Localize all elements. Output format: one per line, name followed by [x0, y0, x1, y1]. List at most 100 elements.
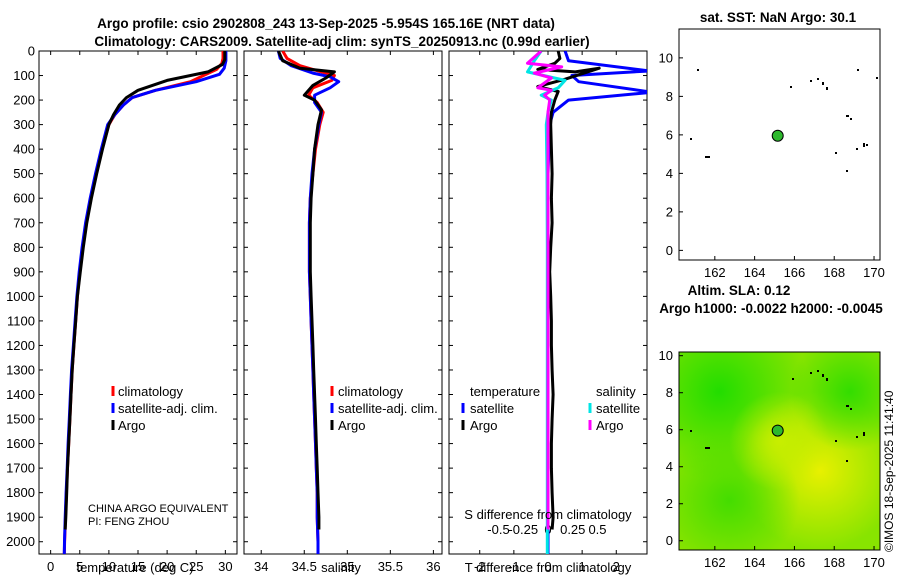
sst-map-ticks: 162 164 166 168 170 0 2 4 6 8 10: [659, 50, 885, 280]
map-y-tick-label: 0: [666, 243, 673, 258]
map-x-tick-label: 168: [823, 555, 845, 570]
map-x-tick-label: 166: [784, 555, 806, 570]
y-tick-label: 1500: [6, 412, 35, 427]
x-tick-label: -1: [508, 559, 520, 574]
x-tick-label: 15: [131, 559, 145, 574]
difference-panel: -2 -1 0 1 2 -0.5-0.25 0 0.25 0.5 S difference f…: [448, 50, 648, 575]
map-y-tick-label: 6: [666, 422, 673, 437]
sst-map-speckles: [690, 69, 878, 172]
sla-map-title-line2: Argo h1000: -0.0022 h2000: -0.0045: [659, 301, 883, 316]
x-top-tick-label: -0.5: [487, 522, 509, 537]
x-tick-label: 20: [160, 559, 174, 574]
difference-depth-ticks: [449, 50, 647, 543]
figure-title-line1: Argo profile: csio 2902808_243 13-Sep-20…: [97, 16, 555, 31]
map-x-tick-label: 166: [784, 265, 806, 280]
y-tick-label: 2000: [6, 534, 35, 549]
y-tick-label: 300: [13, 117, 35, 132]
map-x-tick-label: 162: [704, 555, 726, 570]
temperature-axis-label: temperature (deg C): [76, 560, 193, 575]
legend-satellite-adj: satellite-adj. clim.: [118, 401, 218, 416]
y-tick-label: 800: [13, 240, 35, 255]
legend-t-argo: Argo: [470, 418, 497, 433]
sla-map-axes: [678, 351, 881, 551]
y-tick-label: 500: [13, 166, 35, 181]
sla-heatmap: [679, 352, 880, 550]
y-tick-label: 900: [13, 264, 35, 279]
y-tick-label: 1200: [6, 338, 35, 353]
timestamp: ©IMOS 18-Sep-2025 11:41:40: [882, 390, 896, 552]
map-y-tick-label: 4: [666, 459, 673, 474]
y-tick-label: 400: [13, 142, 35, 157]
y-tick-label: 100: [13, 68, 35, 83]
salinity-profiles: [276, 51, 341, 554]
map-y-tick-label: 0: [666, 533, 673, 548]
legend-climatology-2: climatology: [338, 384, 404, 399]
x-top-tick-label: -0.25: [508, 522, 538, 537]
map-y-tick-label: 8: [666, 89, 673, 104]
figure-title-line2: Climatology: CARS2009. Satellite-adj cli…: [94, 34, 589, 49]
legend-temperature-title: temperature: [470, 384, 540, 399]
map-y-tick-label: 2: [666, 496, 673, 511]
sst-map-title: sat. SST: NaN Argo: 30.1: [700, 10, 857, 25]
salinity-axes: [243, 50, 443, 555]
x-tick-label: 34: [254, 559, 268, 574]
y-tick-label: 700: [13, 215, 35, 230]
sst-map-float-marker: [771, 129, 784, 142]
x-top-tick-label: 0.5: [588, 522, 606, 537]
x-tick-label: 1: [579, 559, 586, 574]
s-difference-label: S difference from climatology: [464, 507, 632, 522]
salinity-depth-ticks: [244, 50, 442, 543]
map-y-tick-label: 10: [659, 50, 673, 65]
x-tick-label: 10: [102, 559, 116, 574]
salinity-panel: 34 34.5 35 35.5 36 salinity climatology sate…: [243, 50, 443, 575]
sla-map-float-marker: [771, 424, 784, 437]
legend-s-argo: Argo: [596, 418, 623, 433]
salinity-axis-ticks: 34 34.5 35 35.5 36: [254, 51, 441, 574]
legend-satellite-adj-2: satellite-adj. clim.: [338, 401, 438, 416]
sla-map-title-line1: Altim. SLA: 0.12: [688, 283, 791, 298]
x-tick-label: 34.5: [292, 559, 317, 574]
sla-map-speckles: [690, 370, 865, 462]
sst-map-axes: [678, 28, 881, 261]
map-x-tick-label: 164: [744, 555, 766, 570]
temperature-profiles: [62, 51, 228, 554]
y-tick-label: 1900: [6, 510, 35, 525]
difference-profiles: [526, 51, 647, 554]
temperature-axis-ticks: 0 5 10 15 20 25 30: [47, 51, 233, 574]
y-tick-label: 1700: [6, 461, 35, 476]
map-y-tick-label: 2: [666, 204, 673, 219]
sla-map-ticks: 162 164 166 168 170 0 2 4 6 8 10: [659, 348, 885, 570]
y-tick-label: 1000: [6, 289, 35, 304]
map-x-tick-label: 162: [704, 265, 726, 280]
x-tick-label: 30: [218, 559, 232, 574]
x-tick-label: 25: [189, 559, 203, 574]
y-tick-label: 200: [13, 93, 35, 108]
x-tick-label: 2: [613, 559, 620, 574]
map-x-tick-label: 168: [823, 265, 845, 280]
map-x-tick-label: 170: [863, 265, 885, 280]
y-tick-label: 1600: [6, 436, 35, 451]
map-y-tick-label: 6: [666, 127, 673, 142]
y-tick-label: 1300: [6, 362, 35, 377]
map-y-tick-label: 10: [659, 348, 673, 363]
y-tick-label: 0: [28, 44, 35, 59]
depth-axis-ticks: 0 100 200 300 400 500 600 700 800 900 1000 1100 1200…: [6, 44, 237, 549]
series-line: [536, 51, 601, 530]
legend-argo: Argo: [118, 418, 145, 433]
salinity-axis-label: salinity: [321, 560, 361, 575]
legend-t-satellite: satellite: [470, 401, 514, 416]
x-tick-label: 36: [426, 559, 440, 574]
x-tick-label: 5: [76, 559, 83, 574]
sst-map-panel: sat. SST: NaN Argo: 30.1 162 164 166 168 170…: [659, 10, 885, 280]
t-difference-label: T difference from climatology: [465, 560, 632, 575]
y-tick-label: 1800: [6, 485, 35, 500]
series-line: [526, 51, 564, 530]
map-x-tick-label: 164: [744, 265, 766, 280]
series-line: [277, 51, 336, 530]
salinity-legend: climatology satellite-adj. clim. Argo: [330, 384, 438, 433]
x-tick-label: 0: [47, 559, 54, 574]
x-top-tick-label: 0.25: [560, 522, 585, 537]
temperature-panel: 0100200300400500600700800900100011001200…: [6, 44, 238, 575]
x-tick-label: 0: [544, 559, 551, 574]
